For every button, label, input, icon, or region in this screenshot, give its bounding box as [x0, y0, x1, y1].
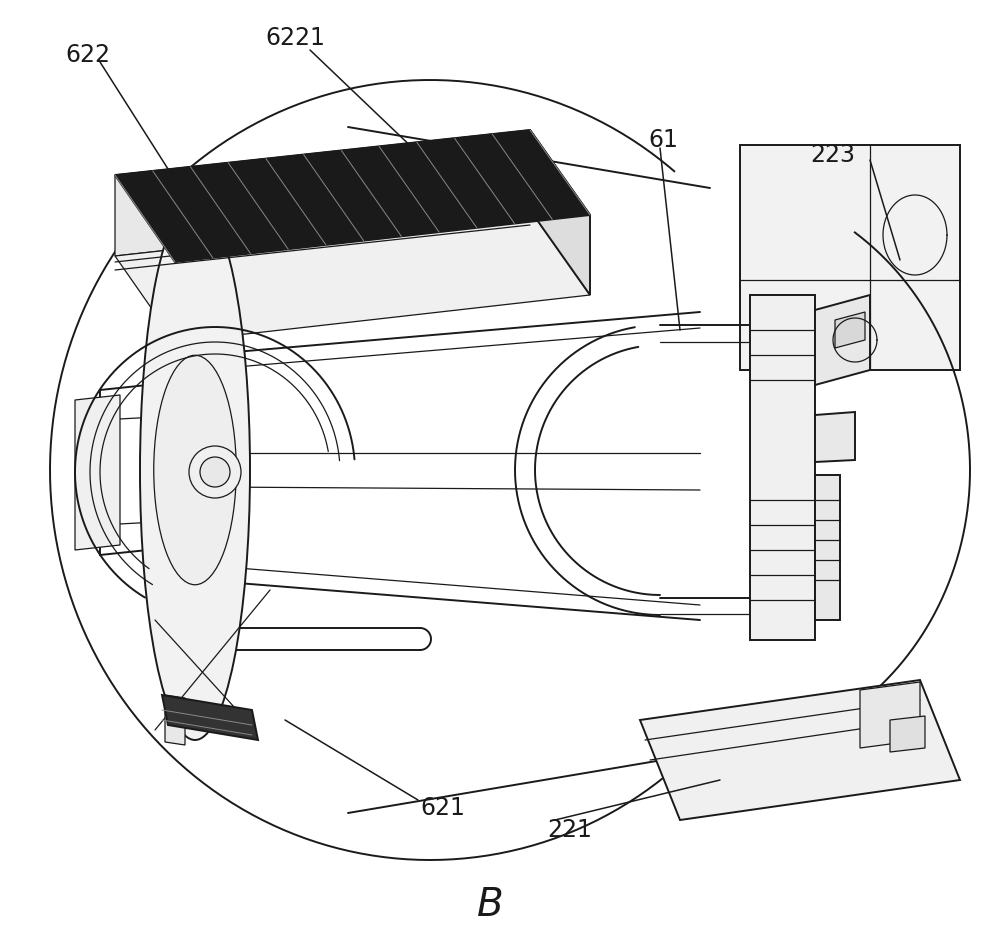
Polygon shape	[740, 145, 960, 370]
Polygon shape	[750, 295, 815, 640]
Polygon shape	[75, 395, 120, 550]
Text: 61: 61	[648, 128, 678, 152]
Ellipse shape	[200, 457, 230, 487]
Polygon shape	[115, 130, 530, 256]
Polygon shape	[815, 295, 870, 385]
Polygon shape	[890, 716, 925, 752]
Polygon shape	[815, 475, 840, 620]
Polygon shape	[530, 130, 590, 295]
Polygon shape	[165, 695, 185, 745]
Polygon shape	[815, 412, 855, 462]
Text: 621: 621	[420, 796, 465, 820]
Text: 6221: 6221	[265, 26, 325, 50]
Polygon shape	[162, 695, 258, 740]
Text: 223: 223	[810, 143, 855, 167]
Ellipse shape	[189, 446, 241, 498]
Polygon shape	[115, 210, 590, 342]
Polygon shape	[835, 312, 865, 348]
Text: 622: 622	[65, 43, 110, 67]
Polygon shape	[640, 680, 960, 820]
Polygon shape	[115, 130, 590, 262]
Text: B: B	[477, 886, 503, 924]
Ellipse shape	[140, 200, 250, 740]
Ellipse shape	[154, 356, 236, 584]
Text: 221: 221	[547, 818, 592, 842]
Polygon shape	[860, 682, 920, 748]
